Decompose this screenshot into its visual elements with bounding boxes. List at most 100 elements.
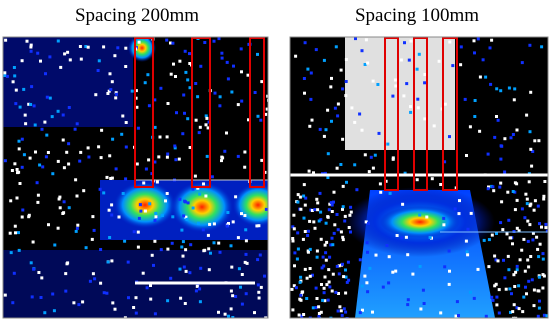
speck [132, 306, 136, 309]
speck [495, 295, 499, 299]
speck [345, 180, 348, 184]
speck [491, 298, 495, 302]
speck [294, 54, 298, 58]
speck [524, 285, 527, 289]
speck [227, 314, 230, 318]
speck [204, 114, 208, 118]
speck [371, 166, 375, 170]
speck [528, 204, 532, 208]
speck [124, 177, 128, 181]
speck [191, 206, 195, 210]
speck [330, 76, 333, 80]
speck [521, 310, 525, 314]
speck [243, 165, 247, 169]
speck [201, 228, 205, 232]
speck [93, 277, 97, 281]
speck [512, 98, 516, 102]
speck [306, 67, 310, 71]
speck [333, 106, 337, 110]
speck [230, 265, 234, 269]
speck [91, 215, 95, 219]
speck [182, 214, 186, 218]
speck [336, 309, 340, 313]
speck [169, 41, 172, 45]
speck [308, 316, 312, 318]
speck [240, 99, 244, 103]
speck [308, 124, 312, 128]
speck [292, 213, 296, 217]
panel-title: Spacing 200mm [75, 5, 199, 26]
speck [349, 230, 352, 234]
speck [319, 210, 323, 214]
speck [291, 308, 295, 312]
speck [443, 102, 447, 106]
speck [150, 253, 154, 257]
left-panel [3, 37, 268, 318]
speck [17, 139, 21, 143]
speck [300, 314, 304, 318]
speck [315, 197, 319, 201]
speck [169, 276, 173, 280]
speck [132, 230, 136, 234]
speck [110, 213, 114, 217]
speck [239, 47, 243, 51]
speck [502, 258, 505, 262]
speck [335, 166, 339, 170]
speck [498, 185, 502, 189]
speck [146, 73, 150, 77]
speck [417, 52, 421, 56]
speck [65, 150, 69, 154]
speck [126, 260, 130, 264]
speck [465, 154, 468, 157]
speck [532, 304, 536, 308]
speck [371, 79, 375, 83]
speck [358, 311, 362, 315]
speck [455, 300, 459, 304]
speck [34, 150, 37, 154]
speck [310, 209, 314, 212]
speck [317, 305, 321, 309]
speck [199, 266, 203, 270]
speck [292, 227, 296, 231]
speck [32, 267, 36, 271]
speck [255, 224, 259, 228]
hotspot [170, 181, 234, 233]
speck [533, 139, 537, 143]
speck [540, 45, 544, 49]
speck [529, 147, 533, 151]
speck [169, 72, 173, 76]
speck [353, 163, 357, 167]
speck [354, 37, 357, 41]
speck [39, 296, 43, 299]
speck [188, 271, 192, 275]
speck [253, 91, 257, 94]
speck [326, 298, 330, 302]
speck [486, 152, 490, 156]
speck [165, 192, 169, 195]
speck [545, 229, 548, 233]
speck [166, 152, 170, 156]
speck [165, 38, 169, 42]
speck [342, 275, 346, 279]
speck [225, 60, 229, 64]
speck [165, 155, 169, 159]
speck [108, 72, 112, 76]
speck [110, 80, 114, 84]
speck [77, 303, 81, 307]
speck [79, 57, 83, 61]
speck [263, 274, 266, 278]
speck [236, 154, 240, 158]
speck [448, 40, 452, 44]
speck [173, 146, 177, 150]
speck [528, 130, 532, 134]
speck [3, 159, 7, 163]
speck [311, 273, 314, 277]
speck [511, 190, 515, 193]
speck [341, 205, 345, 209]
speck [495, 232, 498, 235]
speck [314, 48, 318, 52]
speck [102, 291, 106, 295]
speck [181, 254, 185, 258]
speck [528, 43, 532, 47]
speck [541, 252, 545, 256]
